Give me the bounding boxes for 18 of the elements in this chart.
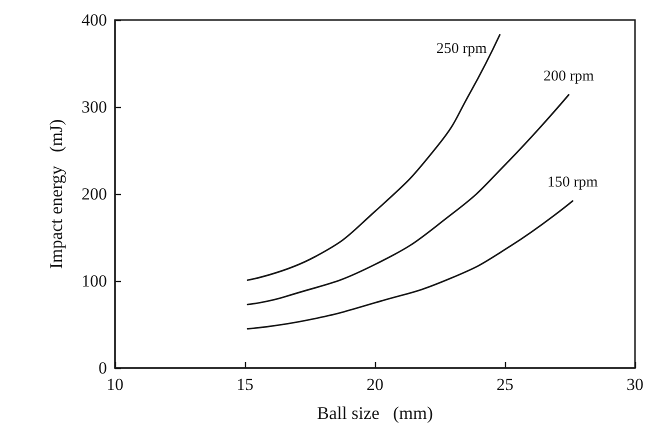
y-tick-label: 300 (82, 98, 107, 116)
line-series (246, 94, 570, 306)
series-label: 150 rpm (547, 174, 598, 190)
x-tick-label: 10 (106, 375, 124, 394)
line-series (246, 200, 574, 330)
y-tick-label: 100 (82, 272, 107, 290)
y-tick-label: 400 (82, 10, 107, 30)
x-tick-label: 25 (496, 375, 514, 394)
x-tick-label: 30 (626, 375, 644, 394)
series-label: 250 rpm (436, 40, 488, 57)
series-label: 200 rpm (543, 68, 594, 84)
x-tick-label: 20 (366, 375, 384, 394)
y-axis-title: Impact energy (mJ) (46, 119, 66, 269)
line-series (246, 34, 501, 281)
y-tick-label: 200 (82, 184, 107, 204)
x-tick-label: 15 (236, 375, 254, 394)
x-axis-title: Ball size (mm) (317, 403, 433, 423)
y-tick-label: 0 (98, 358, 107, 378)
